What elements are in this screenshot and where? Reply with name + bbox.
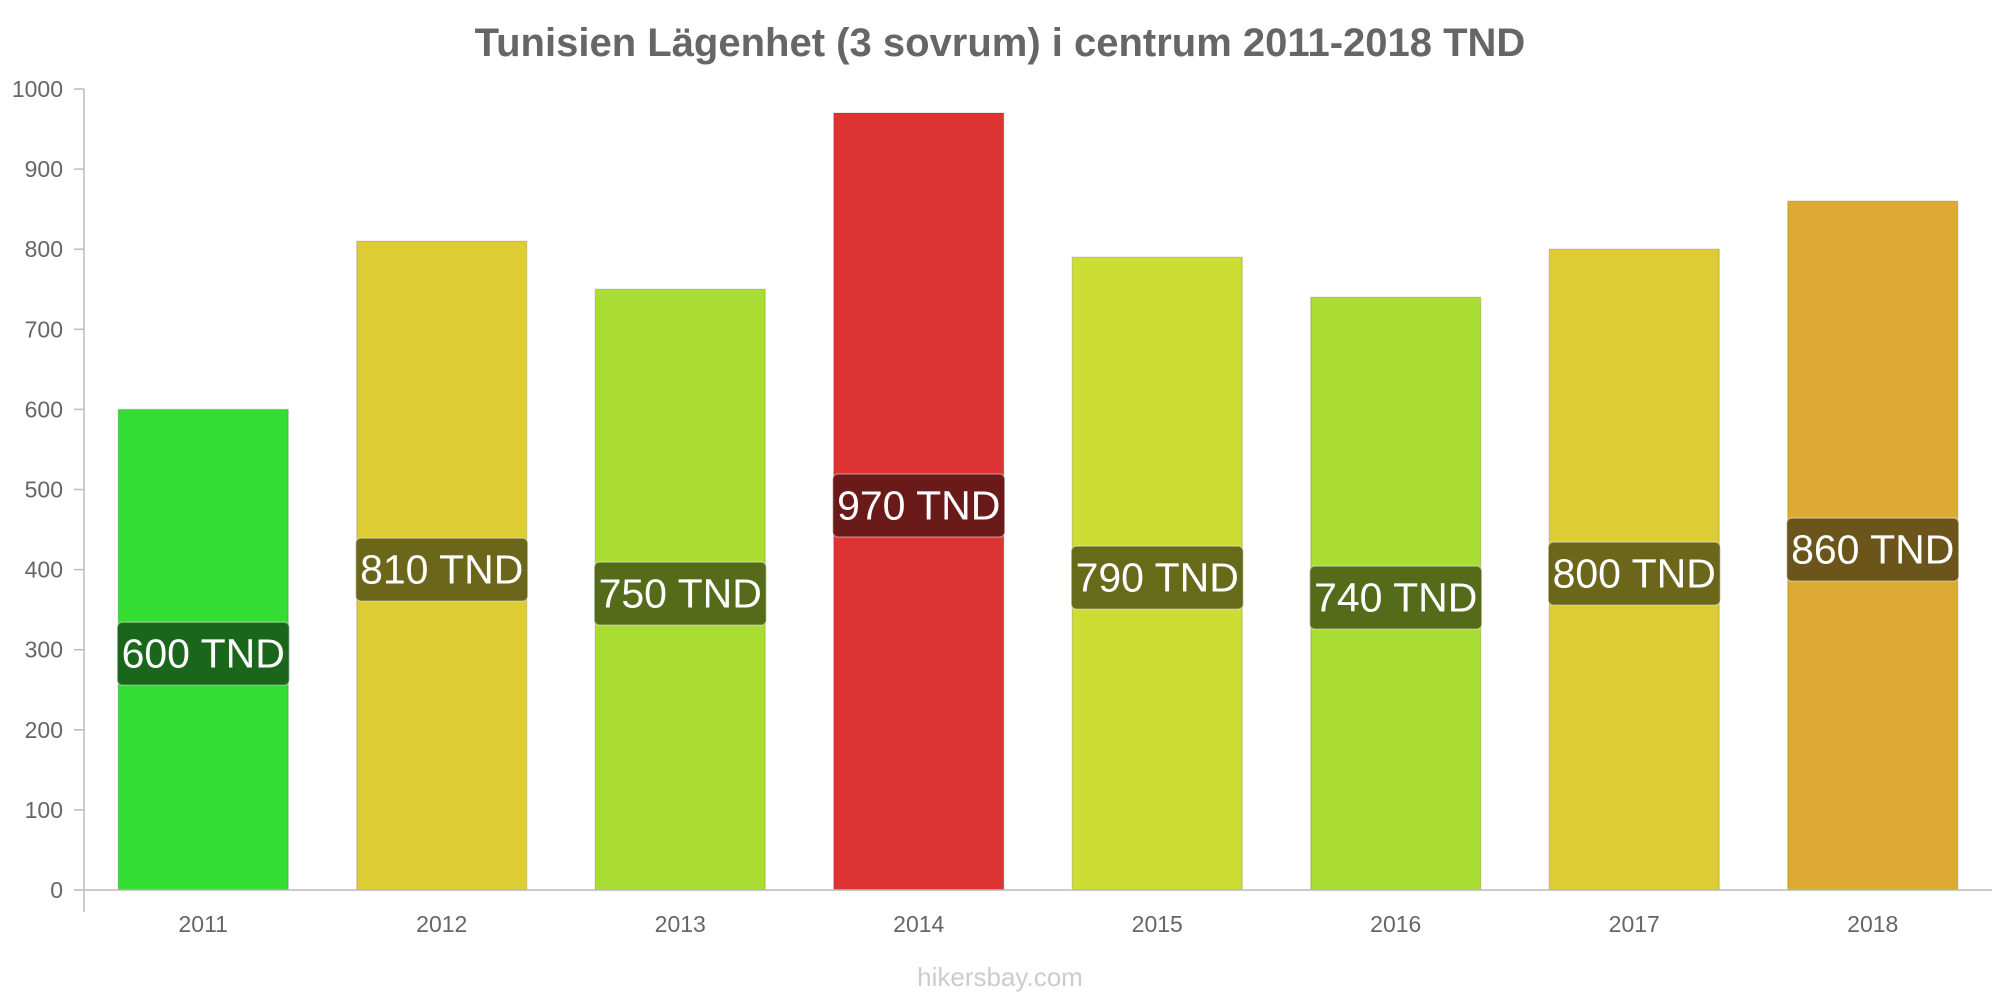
bars xyxy=(117,112,1959,891)
chart-title: Tunisien Lägenhet (3 sovrum) i centrum 2… xyxy=(475,21,1526,65)
x-tick-label: 2017 xyxy=(1609,911,1660,937)
data-label-text: 750 TND xyxy=(599,571,762,617)
x-axis: 2011 2012 2013 2014 2015 2016 2017 2018 xyxy=(84,889,1992,937)
data-label-text: 970 TND xyxy=(837,483,1000,529)
data-label: 750 TND xyxy=(593,561,767,626)
data-label-box xyxy=(1309,565,1483,630)
y-tick-label: 600 xyxy=(25,396,63,422)
data-label: 800 TND xyxy=(1547,541,1721,606)
data-label-text: 810 TND xyxy=(360,547,523,593)
y-tick-label: 700 xyxy=(25,316,63,342)
y-tick-label: 200 xyxy=(25,717,63,743)
data-label-box xyxy=(1070,545,1244,610)
data-label-text: 800 TND xyxy=(1553,551,1716,597)
data-label-text: 790 TND xyxy=(1076,555,1239,601)
data-label: 740 TND xyxy=(1309,565,1483,630)
y-tick-label: 0 xyxy=(50,877,63,903)
y-tick-label: 1000 xyxy=(12,76,63,102)
y-tick-label: 300 xyxy=(25,637,63,663)
data-labels: 600 TND 810 TND 750 TND 970 TND 790 TND 740 T… xyxy=(116,473,1960,686)
data-label-box xyxy=(1547,541,1721,606)
data-label: 970 TND xyxy=(832,473,1006,538)
data-label: 600 TND xyxy=(116,621,290,686)
data-label: 790 TND xyxy=(1070,545,1244,610)
data-label-box xyxy=(1786,517,1960,582)
data-label-text: 600 TND xyxy=(122,631,285,677)
data-label: 860 TND xyxy=(1786,517,1960,582)
data-label-box xyxy=(355,537,529,602)
y-tick-label: 500 xyxy=(25,477,63,503)
x-tick-label: 2014 xyxy=(893,911,944,937)
x-tick-label: 2011 xyxy=(179,911,228,937)
x-tick-label: 2015 xyxy=(1132,911,1183,937)
data-label-box xyxy=(116,621,290,686)
watermark: hikersbay.com xyxy=(917,962,1083,992)
data-label-text: 860 TND xyxy=(1791,527,1954,573)
data-label-box xyxy=(593,561,767,626)
data-label-text: 740 TND xyxy=(1314,575,1477,621)
y-tick-label: 400 xyxy=(25,557,63,583)
x-tick-label: 2018 xyxy=(1847,911,1898,937)
x-tick-label: 2016 xyxy=(1370,911,1421,937)
x-tick-label: 2012 xyxy=(416,911,467,937)
y-tick-label: 900 xyxy=(25,156,63,182)
y-tick-label: 800 xyxy=(25,236,63,262)
x-tick-label: 2013 xyxy=(655,911,706,937)
data-label: 810 TND xyxy=(355,537,529,602)
y-axis: 0 100 200 300 400 500 600 700 800 900 1000 xyxy=(12,76,85,912)
data-label-box xyxy=(832,473,1006,538)
y-tick-label: 100 xyxy=(25,797,63,823)
